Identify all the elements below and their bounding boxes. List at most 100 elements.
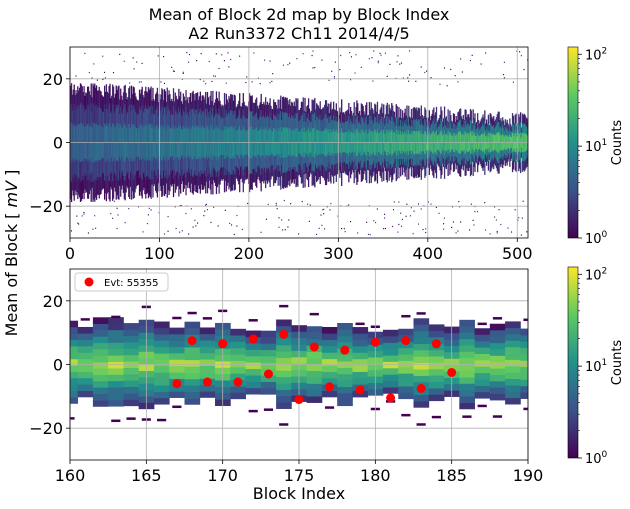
heatmap-cell [188, 142, 190, 156]
heatmap-cell [375, 142, 378, 154]
heatmap-cell [215, 125, 218, 143]
heatmap-cell [87, 179, 90, 199]
heatmap-cell [511, 137, 513, 143]
heatmap-cell [469, 153, 472, 166]
heatmap-cell [264, 142, 266, 156]
heatmap-cell [181, 103, 184, 118]
heatmap-cell [353, 129, 355, 143]
heatmap-cell [393, 162, 396, 174]
heatmap-cell [362, 154, 364, 168]
heatmap-cell [499, 142, 501, 151]
heatmap-cell [209, 158, 211, 174]
heatmap-cell [205, 125, 207, 143]
heatmap-cell [417, 165, 420, 178]
heatmap-cell [407, 142, 409, 152]
heatmap-cell [92, 387, 109, 395]
heatmap-cell [284, 142, 286, 158]
outlier-cell [417, 203, 420, 205]
heatmap-cell [326, 154, 329, 167]
heatmap-cell [478, 148, 481, 156]
heatmap-cell [372, 164, 374, 176]
heatmap-cell [120, 142, 123, 159]
heatmap-cell [176, 157, 178, 172]
heatmap-cell [180, 128, 183, 143]
heatmap-cell [146, 109, 149, 127]
heatmap-cell [409, 125, 411, 135]
heatmap-cell [370, 115, 372, 130]
heatmap-cell [223, 142, 226, 160]
heatmap-cell [268, 155, 270, 170]
event-point [218, 339, 228, 349]
heatmap-cell [498, 142, 500, 154]
heatmap-cell [83, 180, 85, 200]
heatmap-cell [396, 118, 398, 131]
heatmap-cell [401, 164, 404, 176]
heatmap-cell [334, 120, 337, 132]
heatmap-cell [217, 114, 219, 129]
heatmap-cell [505, 353, 521, 360]
heatmap-cell [419, 151, 422, 161]
outlier-cell [461, 71, 463, 73]
heatmap-cell [517, 136, 519, 143]
heatmap-cell [418, 119, 421, 132]
heatmap-cell [382, 367, 399, 375]
heatmap-cell [474, 360, 491, 367]
heatmap-cell [214, 156, 217, 172]
heatmap-cell [358, 163, 361, 175]
heatmap-cell [175, 173, 177, 190]
heatmap-cell [272, 164, 274, 177]
heatmap-cell [299, 108, 302, 120]
heatmap-cell [148, 177, 151, 196]
heatmap-cell [334, 164, 337, 176]
heatmap-cell [188, 172, 191, 189]
heatmap-cell [470, 153, 473, 165]
outlier-cell [188, 233, 190, 235]
heatmap-cell [243, 101, 245, 116]
heatmap-cell [293, 128, 295, 143]
outlier-cell [179, 231, 181, 233]
x-tick-label: 300 [323, 244, 354, 263]
heatmap-cell [305, 152, 307, 164]
heatmap-cell [527, 142, 528, 150]
heatmap-cell [323, 142, 325, 155]
heatmap-cell [463, 142, 465, 151]
heatmap-cell [77, 123, 79, 143]
heatmap-cell [281, 131, 283, 143]
heatmap-cell [214, 99, 217, 115]
heatmap-cell [138, 177, 141, 196]
heatmap-cell [209, 142, 211, 159]
heatmap-cell [302, 127, 304, 143]
outlier-cell [163, 233, 166, 235]
heatmap-cell [238, 128, 240, 143]
heatmap-cell [276, 165, 278, 177]
heatmap-cell [411, 117, 413, 127]
heatmap-cell [505, 340, 521, 348]
heatmap-cell [468, 134, 471, 143]
heatmap-cell [77, 179, 79, 200]
heatmap-cell [125, 142, 127, 160]
heatmap-cell [163, 89, 166, 108]
outlier-cell [119, 53, 121, 55]
heatmap-cell [487, 161, 490, 171]
heatmap-cell [308, 142, 311, 155]
heatmap-cell [477, 152, 479, 163]
heatmap-cell [302, 157, 304, 173]
outlier-cell [401, 413, 411, 417]
heatmap-cell [233, 174, 235, 191]
heatmap-cell [112, 84, 114, 105]
outlier-cell [172, 70, 174, 72]
heatmap-cell [428, 381, 445, 389]
heatmap-cell [194, 142, 196, 157]
heatmap-cell [432, 120, 434, 132]
heatmap-cell [142, 174, 144, 191]
heatmap-cell [113, 157, 116, 173]
heatmap-cell [445, 142, 447, 152]
heatmap-cell [126, 128, 128, 143]
heatmap-cell [382, 122, 384, 133]
heatmap-cell [354, 151, 356, 161]
heatmap-cell [451, 120, 453, 129]
heatmap-cell [472, 142, 474, 154]
heatmap-cell [308, 108, 311, 121]
heatmap-cell [459, 383, 475, 391]
heatmap-cell [511, 162, 514, 173]
